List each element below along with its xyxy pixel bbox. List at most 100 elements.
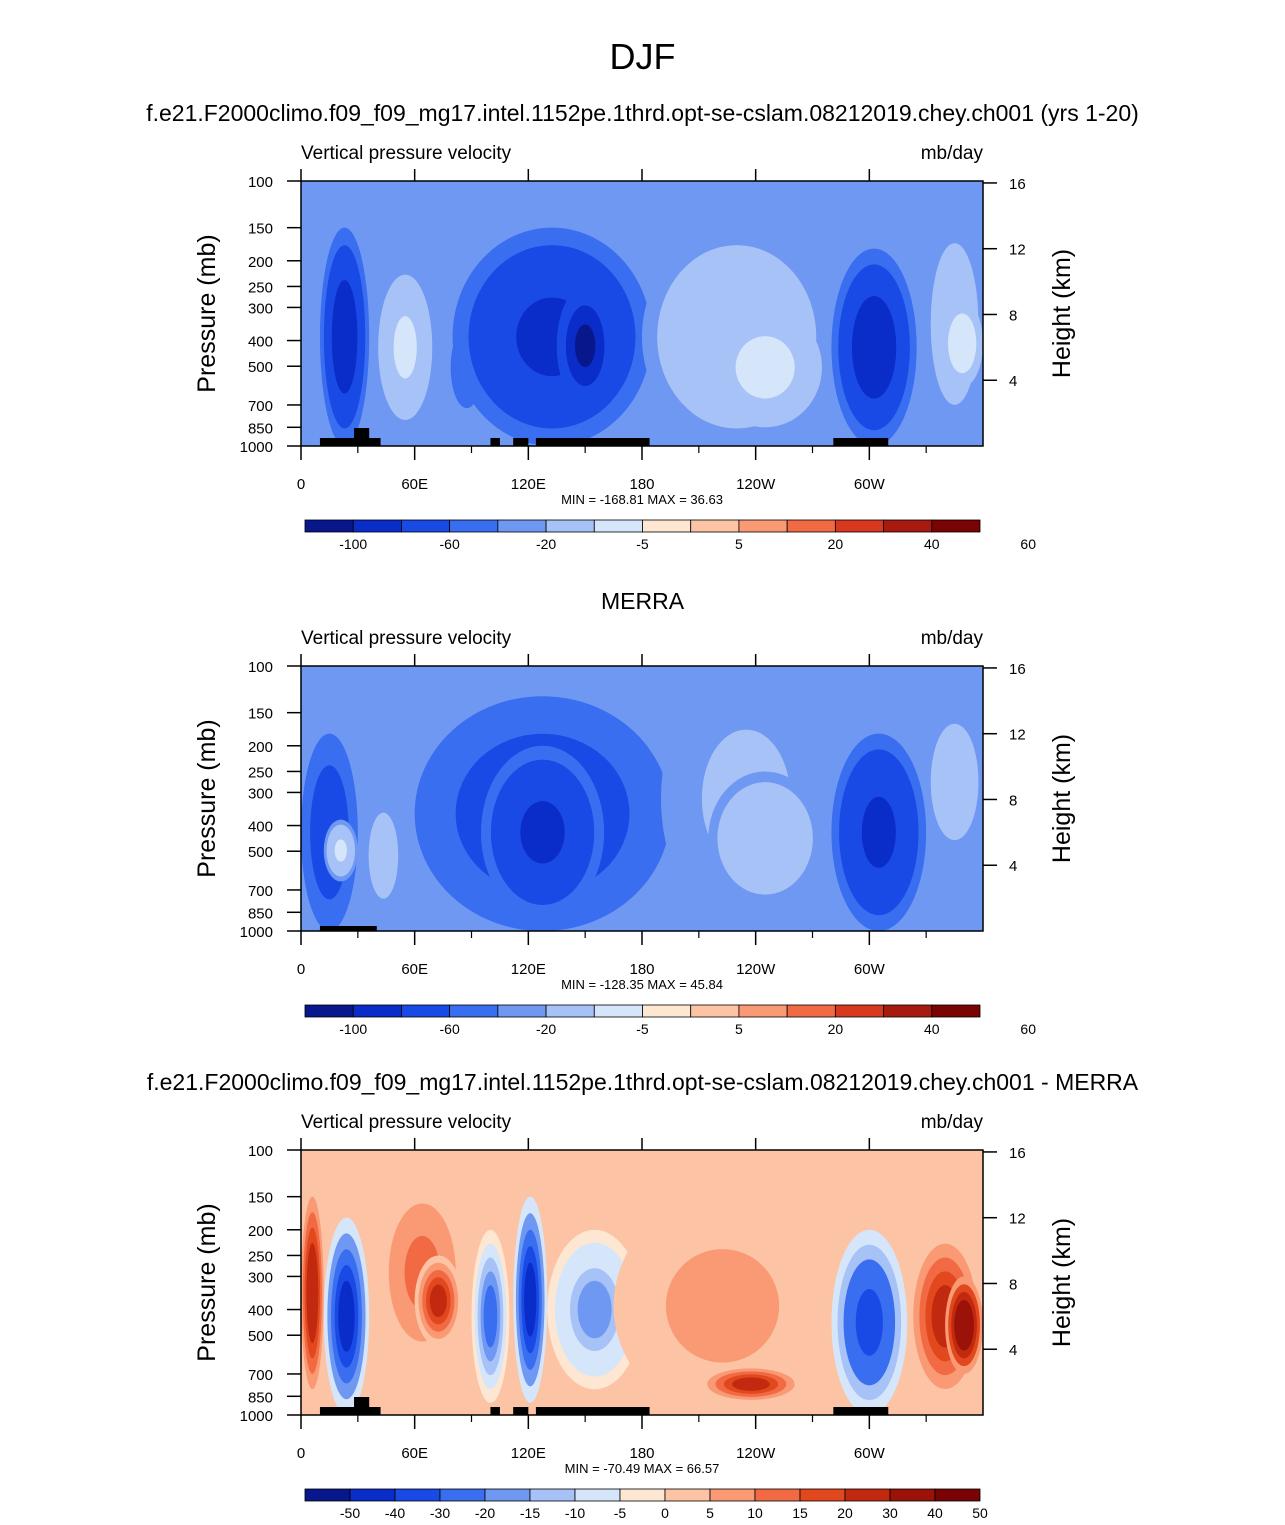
colorbar-label: -5	[636, 536, 649, 552]
contour-band	[483, 1285, 498, 1348]
colorbar-box	[574, 1488, 621, 1502]
colorbar-box	[931, 1004, 981, 1018]
y-tick-label: 500	[248, 1328, 273, 1345]
contour-band	[744, 345, 786, 389]
colorbar-label: -10	[565, 1505, 585, 1521]
right-string: mb/day	[921, 628, 984, 649]
colorbar-box	[883, 1004, 933, 1018]
contour-band	[957, 1307, 971, 1343]
colorbar-box	[690, 1004, 740, 1018]
y-right-tick-label: 12	[1009, 1211, 1026, 1228]
y-tick-label: 700	[248, 398, 273, 415]
y-right-tick-label: 16	[1009, 661, 1026, 678]
colorbar-box	[304, 1004, 354, 1018]
contour-band	[574, 324, 596, 368]
y-tick-label: 200	[248, 254, 273, 271]
y-right-axis-title: Height (km)	[1048, 1218, 1076, 1347]
y-tick-label: 400	[248, 819, 273, 836]
x-tick-label: 180	[629, 476, 654, 493]
colorbar-box	[304, 519, 354, 533]
colorbar-label: -5	[614, 1505, 627, 1521]
colorbar-box	[394, 1488, 441, 1502]
colorbar-label: -5	[636, 1021, 649, 1037]
colorbar-box	[738, 1004, 788, 1018]
colorbar-label: 20	[837, 1505, 853, 1521]
colorbar-box	[304, 1488, 351, 1502]
y-tick-label: 200	[248, 1223, 273, 1240]
colorbar-box	[690, 519, 740, 533]
colorbar-label: 20	[828, 536, 844, 552]
colorbar-box	[545, 519, 595, 533]
y-tick-label: 1000	[240, 1408, 273, 1425]
contour-band	[744, 814, 786, 863]
y-axis-title: Pressure (mb)	[193, 234, 221, 392]
topography-mask	[490, 438, 500, 446]
topography-mask	[354, 1397, 370, 1415]
contour-field	[301, 666, 983, 931]
panel-2-title: MERRA	[600, 588, 685, 614]
topography-mask	[535, 438, 650, 446]
colorbar-box	[834, 519, 884, 533]
colorbar-label: 60	[1020, 536, 1036, 552]
contour-band	[524, 1262, 537, 1337]
contour-band	[338, 1280, 355, 1352]
y-right-axis-title: Height (km)	[1048, 734, 1076, 863]
y-right-tick-label: 4	[1009, 373, 1017, 390]
x-tick-label: 60W	[854, 961, 886, 978]
colorbar-box	[883, 519, 933, 533]
y-right-tick-label: 16	[1009, 176, 1026, 193]
y-tick-label: 500	[248, 844, 273, 861]
contour-band	[732, 1377, 770, 1391]
y-tick-label: 150	[248, 1190, 273, 1207]
x-tick-label: 120W	[736, 961, 776, 978]
y-tick-label: 100	[248, 174, 273, 191]
y-tick-label: 300	[248, 300, 273, 317]
colorbar-label: -50	[340, 1505, 360, 1521]
colorbar-box	[664, 1488, 711, 1502]
colorbar-box	[401, 1004, 451, 1018]
topography-mask	[319, 1407, 381, 1415]
left-string: Vertical pressure velocity	[301, 1112, 512, 1133]
x-tick-label: 120W	[736, 1445, 776, 1462]
minmax-label: MIN = -70.49 MAX = 66.57	[565, 1461, 720, 1476]
y-right-axis-title: Height (km)	[1048, 249, 1076, 378]
colorbar-label: -60	[440, 536, 460, 552]
colorbar-box	[834, 1004, 884, 1018]
y-right-tick-label: 4	[1009, 858, 1017, 875]
y-axis-title: Pressure (mb)	[193, 719, 221, 877]
y-tick-label: 400	[248, 334, 273, 351]
topography-mask	[513, 1407, 529, 1415]
contour-band	[335, 297, 354, 377]
y-right-tick-label: 8	[1009, 307, 1017, 324]
colorbar-label: -15	[520, 1505, 540, 1521]
colorbar-box	[619, 1488, 666, 1502]
x-tick-label: 120E	[511, 1445, 546, 1462]
topography-mask	[513, 438, 529, 446]
right-string: mb/day	[921, 1112, 984, 1133]
x-tick-label: 0	[297, 961, 305, 978]
contour-band	[520, 801, 565, 864]
colorbar-box	[931, 519, 981, 533]
y-right-tick-label: 12	[1009, 727, 1026, 744]
colorbar-box	[439, 1488, 486, 1502]
x-tick-label: 60E	[401, 1445, 428, 1462]
y-tick-label: 250	[248, 1248, 273, 1265]
x-tick-label: 0	[297, 1445, 305, 1462]
colorbar-box	[799, 1488, 846, 1502]
topography-mask	[490, 1407, 500, 1415]
panel-1-title: f.e21.F2000climo.f09_f09_mg17.intel.1152…	[146, 100, 1139, 126]
y-tick-label: 250	[248, 279, 273, 296]
colorbar-box	[352, 1004, 402, 1018]
colorbar-label: -20	[475, 1505, 495, 1521]
colorbar-box	[934, 1488, 981, 1502]
colorbar-label: -60	[440, 1021, 460, 1037]
colorbar-box	[497, 1004, 547, 1018]
colorbar-label: 5	[735, 536, 743, 552]
topography-mask	[833, 438, 889, 446]
colorbar-label: -30	[430, 1505, 450, 1521]
colorbar-box	[642, 1004, 692, 1018]
colorbar-box	[642, 519, 692, 533]
y-right-tick-label: 8	[1009, 1276, 1017, 1293]
left-string: Vertical pressure velocity	[301, 628, 512, 649]
